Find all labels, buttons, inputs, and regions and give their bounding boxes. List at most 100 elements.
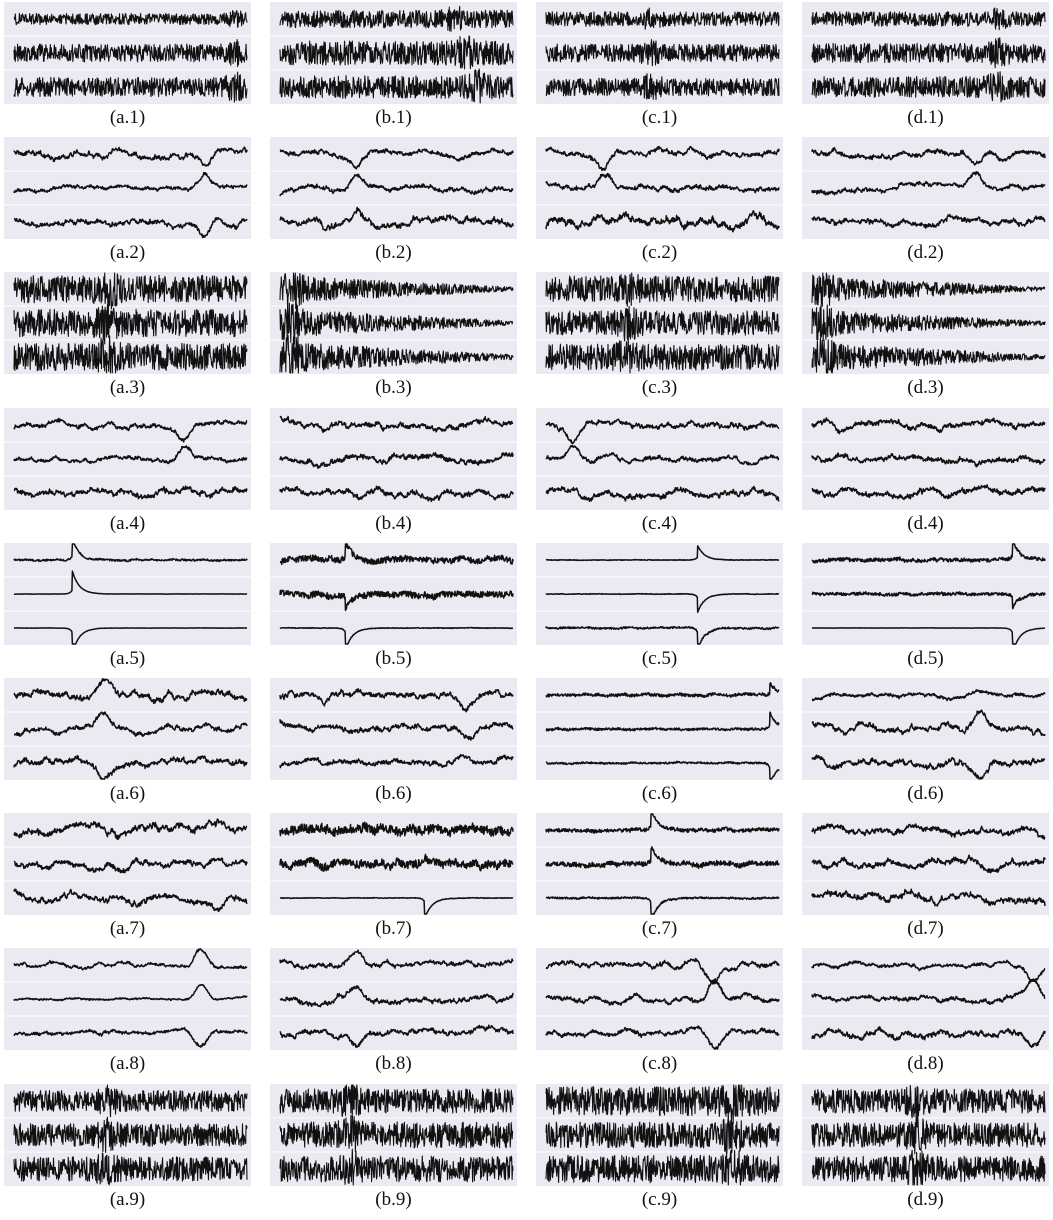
series-trace-3 <box>13 1027 248 1049</box>
plot-area <box>802 542 1049 645</box>
subplot-caption: (a.1) <box>109 107 146 128</box>
series-trace-3 <box>545 896 780 915</box>
series-trace-3 <box>279 753 514 769</box>
plot-area <box>4 2 251 104</box>
plot-svg <box>270 1084 517 1186</box>
series-trace-2 <box>811 709 1046 737</box>
series-trace-2 <box>13 711 248 738</box>
subplot-a-5: (a.5) <box>4 542 251 677</box>
series-trace-3 <box>13 484 248 499</box>
plot-area <box>536 813 783 916</box>
plot-svg <box>802 689 1049 780</box>
series-trace-3 <box>279 1148 514 1186</box>
subplot-a-1: (a.1) <box>4 2 251 136</box>
subplot-d-5: (d.5) <box>802 542 1049 677</box>
series-trace-2 <box>545 444 780 466</box>
series-trace-2 <box>545 39 780 67</box>
subplot-caption: (b.5) <box>375 647 412 669</box>
series-trace-3 <box>545 336 780 374</box>
series-trace-3 <box>811 888 1046 907</box>
subplot-b-3: (b.3) <box>270 272 517 406</box>
subplot-a-3: (a.3) <box>4 272 251 406</box>
plot-svg <box>536 7 783 101</box>
subplot-caption: (c.5) <box>641 647 678 669</box>
series-trace-2 <box>13 570 248 595</box>
subplot-caption: (c.2) <box>641 242 678 264</box>
plot-area <box>4 407 251 510</box>
series-trace-3 <box>279 896 514 915</box>
series-trace-3 <box>13 335 248 374</box>
series-trace-2 <box>811 1114 1046 1155</box>
plot-area <box>802 948 1049 1051</box>
subplot-caption: (a.2) <box>109 242 146 264</box>
plot-svg <box>536 544 783 645</box>
series-trace-1 <box>13 948 248 971</box>
plot-area <box>536 137 783 240</box>
plot-svg <box>536 418 783 502</box>
series-trace-1 <box>279 5 514 32</box>
series-trace-2 <box>279 451 514 469</box>
subplot-b-4: (b.4) <box>270 407 517 542</box>
subplot-c-5: (c.5) <box>536 542 783 677</box>
plot-svg <box>270 147 517 232</box>
series-trace-2 <box>545 306 780 342</box>
plot-svg <box>536 272 783 374</box>
series-trace-1 <box>811 272 1046 308</box>
plot-area <box>4 948 251 1051</box>
plot-area <box>536 407 783 510</box>
series-trace-1 <box>279 415 514 433</box>
plot-svg <box>536 682 783 780</box>
series-trace-3 <box>279 1024 514 1049</box>
plot-area <box>270 272 517 375</box>
subplot-caption: (c.3) <box>641 377 678 399</box>
subplot-a-4: (a.4) <box>4 407 251 542</box>
series-trace-1 <box>279 543 514 565</box>
series-trace-2 <box>13 857 248 874</box>
series-trace-1 <box>545 682 780 699</box>
plot-area <box>4 137 251 240</box>
subplot-c-4: (c.4) <box>536 407 783 542</box>
subplot-caption: (b.1) <box>375 107 412 128</box>
plot-svg <box>802 272 1049 374</box>
subplot-caption: (d.9) <box>907 1188 944 1210</box>
series-trace-2 <box>545 846 780 870</box>
subplot-caption: (c.8) <box>641 1053 678 1075</box>
series-trace-1 <box>811 689 1046 702</box>
subplot-caption: (a.6) <box>109 783 146 804</box>
subplot-caption: (d.7) <box>907 918 944 940</box>
series-trace-2 <box>13 172 248 195</box>
plot-svg <box>4 818 251 913</box>
subplot-b-8: (b.8) <box>270 948 517 1082</box>
series-trace-1 <box>545 544 780 561</box>
subplot-d-3: (d.3) <box>802 272 1049 406</box>
subplot-caption: (c.1) <box>641 107 678 128</box>
plot-area <box>270 542 517 645</box>
series-trace-3 <box>811 213 1046 230</box>
series-trace-3 <box>545 210 780 233</box>
plot-area <box>536 948 783 1051</box>
subplot-b-1: (b.1) <box>270 2 517 136</box>
series-trace-1 <box>811 1084 1046 1120</box>
series-trace-3 <box>279 68 514 104</box>
series-trace-2 <box>279 173 514 197</box>
plot-svg <box>4 948 251 1049</box>
subplot-c-1: (c.1) <box>536 2 783 136</box>
plot-area <box>270 407 517 510</box>
series-trace-3 <box>13 888 248 913</box>
series-trace-3 <box>545 73 780 101</box>
plot-svg <box>270 543 517 645</box>
subplot-caption: (b.6) <box>375 783 412 804</box>
plot-svg <box>4 543 251 645</box>
series-trace-1 <box>13 1084 248 1118</box>
series-trace-2 <box>811 979 1046 1006</box>
series-trace-1 <box>279 147 514 170</box>
series-trace-3 <box>13 754 248 780</box>
series-trace-3 <box>279 485 514 502</box>
series-trace-1 <box>811 823 1046 841</box>
series-trace-1 <box>279 687 514 713</box>
subplot-d-1: (d.1) <box>802 2 1049 136</box>
series-trace-1 <box>279 949 514 971</box>
plot-area <box>802 678 1049 780</box>
subplot-caption: (b.3) <box>375 377 412 399</box>
